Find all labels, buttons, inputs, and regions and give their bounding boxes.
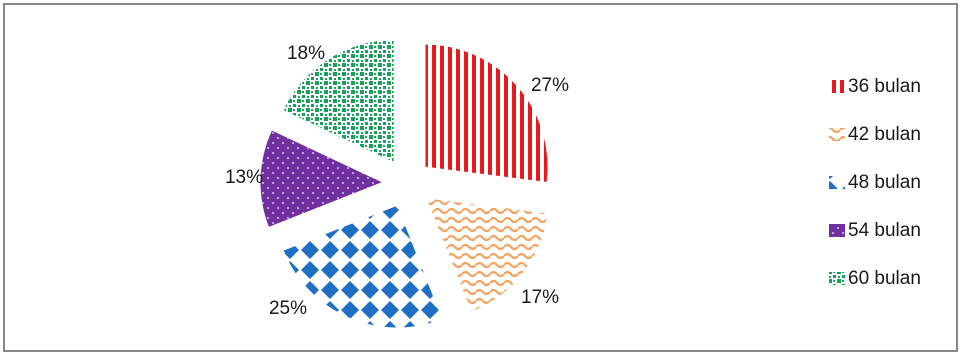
legend-swatch-48-bulan: [829, 176, 845, 189]
data-label-42-bulan: 17%: [521, 287, 559, 308]
legend-label-54-bulan: 54 bulan: [848, 220, 921, 241]
pie-slice-54-bulan: [259, 129, 385, 229]
pie-slice-60-bulan: [282, 39, 395, 164]
data-label-48-bulan: 25%: [269, 298, 307, 319]
legend-label-36-bulan: 36 bulan: [848, 76, 921, 97]
pie-slice-48-bulan: [282, 204, 444, 329]
legend-label-60-bulan: 60 bulan: [848, 268, 921, 289]
legend-label-42-bulan: 42 bulan: [848, 124, 921, 145]
data-label-36-bulan: 27%: [531, 75, 569, 96]
legend-swatch-42-bulan: [829, 128, 845, 141]
legend-label-48-bulan: 48 bulan: [848, 172, 921, 193]
legend-swatch-60-bulan: [829, 272, 845, 285]
data-label-60-bulan: 18%: [287, 43, 325, 64]
pie-slice-42-bulan: [425, 197, 549, 313]
pie-slice-36-bulan: [424, 43, 549, 184]
legend-swatch-36-bulan: [829, 80, 845, 93]
legend-swatch-54-bulan: [829, 224, 845, 237]
data-label-54-bulan: 13%: [225, 167, 263, 188]
